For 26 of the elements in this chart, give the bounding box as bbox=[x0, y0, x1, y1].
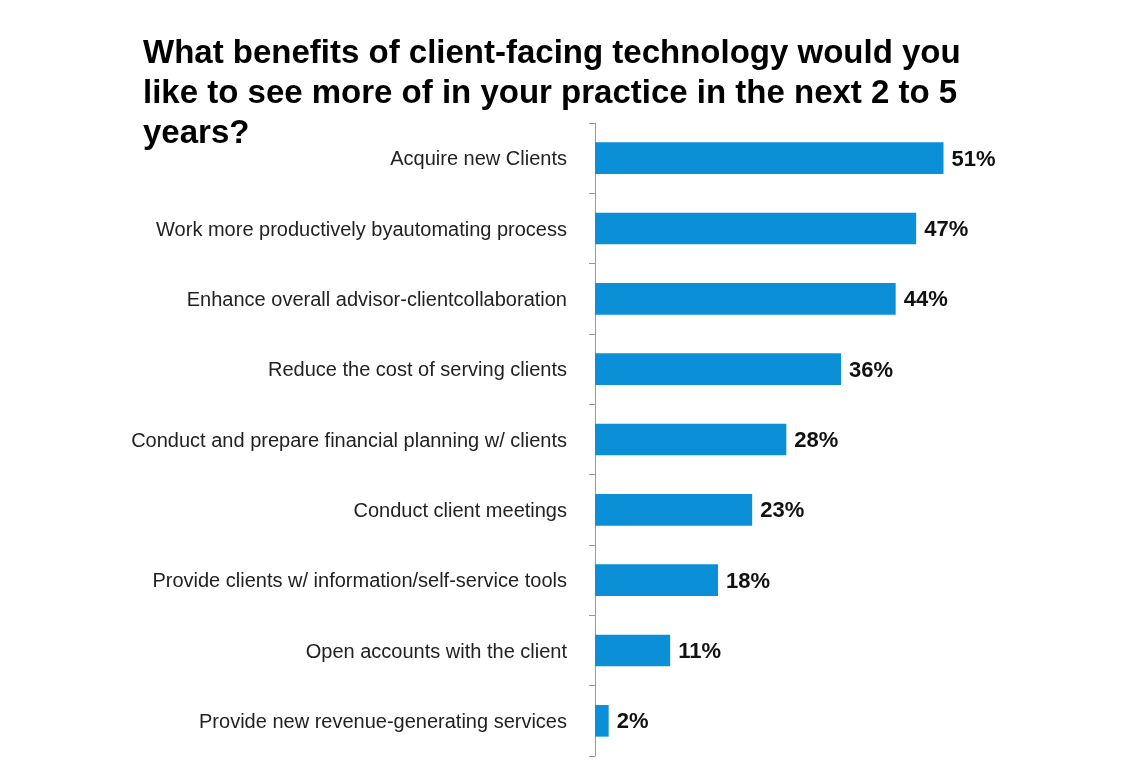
y-tick-label: Provide clients w/ information/self-service tools bbox=[152, 569, 567, 592]
data-label: 23% bbox=[760, 497, 805, 523]
bar bbox=[595, 705, 609, 737]
y-tick-label: Reduce the cost of serving clients bbox=[267, 358, 567, 381]
data-label: 44% bbox=[903, 286, 948, 312]
y-tick-label: Open accounts with the client bbox=[305, 639, 568, 662]
bar bbox=[595, 353, 841, 385]
bar bbox=[595, 494, 753, 526]
data-label: 18% bbox=[726, 567, 771, 593]
y-tick-label: Enhance overall advisor-clientcollaboration bbox=[186, 287, 567, 310]
data-label: 47% bbox=[924, 216, 969, 241]
data-label: 36% bbox=[849, 356, 894, 382]
y-tick-label: Conduct client meetings bbox=[353, 498, 567, 521]
bar bbox=[595, 142, 944, 174]
y-tick-label: Work more productively byautomating process bbox=[156, 217, 567, 240]
y-tick-label: Acquire new Clients bbox=[390, 147, 567, 170]
y-tick-label: Provide new revenue-generating services bbox=[199, 709, 567, 732]
data-label: 28% bbox=[794, 427, 839, 452]
bar bbox=[595, 634, 671, 667]
data-label: 2% bbox=[616, 708, 649, 734]
y-tick-label: Conduct and prepare financial planning w/ clients bbox=[131, 428, 567, 451]
bar bbox=[595, 283, 896, 315]
data-label: 11% bbox=[678, 638, 721, 663]
bar bbox=[595, 564, 718, 596]
bar bbox=[595, 212, 917, 245]
bar bbox=[595, 423, 787, 456]
